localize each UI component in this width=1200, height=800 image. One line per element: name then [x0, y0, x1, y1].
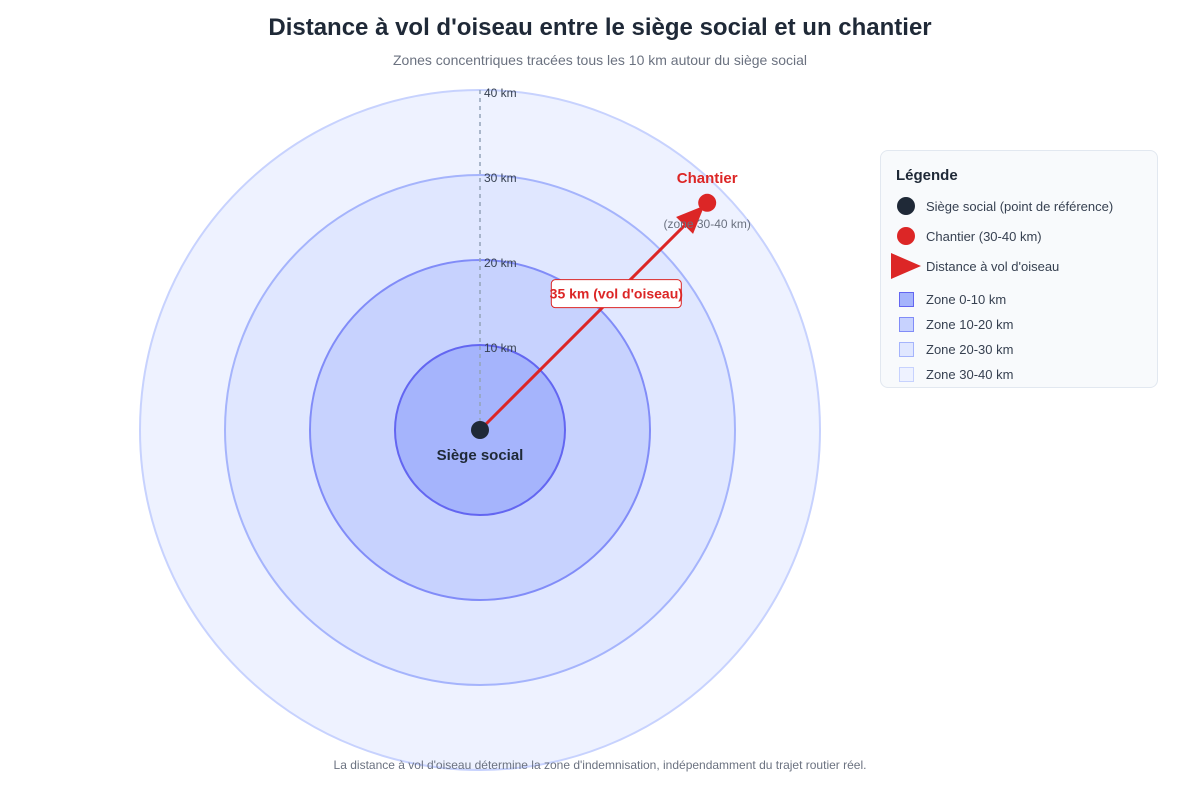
legend-label: Zone 10-20 km — [926, 316, 1014, 332]
site-label: Chantier — [677, 170, 738, 187]
legend-swatch-icon — [891, 363, 921, 385]
headquarters-marker — [471, 421, 489, 439]
legend-item: Zone 20-30 km — [891, 338, 1153, 360]
legend-dot-icon — [891, 225, 921, 247]
legend: Légende Siège social (point de référence… — [880, 150, 1158, 388]
headquarters-label: Siège social — [437, 447, 524, 464]
legend-label: Siège social (point de référence) — [926, 198, 1114, 214]
distance-label: 35 km (vol d'oiseau) — [550, 286, 683, 302]
legend-item: Zone 30-40 km — [891, 363, 1153, 385]
legend-item: Distance à vol d'oiseau — [891, 253, 1153, 279]
legend-swatch-icon — [891, 288, 921, 310]
ring-label-20km: 20 km — [484, 256, 517, 270]
legend-arrow-icon — [891, 253, 921, 279]
distance-arrow — [478, 224, 686, 432]
ring-label-40km: 40 km — [484, 86, 517, 100]
site-marker — [698, 193, 717, 212]
diagram-subtitle: Zones concentriques tracées tous les 10 … — [392, 52, 807, 68]
ring-label-30km: 30 km — [484, 171, 517, 185]
legend-label: Chantier (30-40 km) — [926, 228, 1042, 244]
legend-title: Légende — [896, 167, 958, 184]
legend-label: Distance à vol d'oiseau — [926, 258, 1060, 274]
legend-item: Chantier (30-40 km) — [891, 225, 1153, 247]
legend-swatch-icon — [891, 313, 921, 335]
legend-label: Zone 20-30 km — [926, 341, 1014, 357]
legend-item: Zone 10-20 km — [891, 313, 1153, 335]
legend-item: Siège social (point de référence) — [891, 195, 1153, 217]
distance-label-box — [550, 279, 682, 309]
site-zone-label: (zone 30-40 km) — [664, 217, 751, 231]
legend-dot-icon — [891, 195, 921, 217]
legend-label: Zone 30-40 km — [926, 366, 1014, 382]
legend-item: Zone 0-10 km — [891, 288, 1153, 310]
distance-arrowhead — [676, 205, 705, 234]
legend-label: Zone 0-10 km — [926, 291, 1007, 307]
ring-label-10km: 10 km — [484, 341, 517, 355]
legend-swatch-icon — [891, 338, 921, 360]
footer-note: La distance à vol d'oiseau détermine la … — [333, 758, 867, 772]
diagram-title: Distance à vol d'oiseau entre le siège s… — [268, 14, 932, 41]
ring-labels: 40 km 30 km 20 km 10 km — [484, 86, 517, 355]
